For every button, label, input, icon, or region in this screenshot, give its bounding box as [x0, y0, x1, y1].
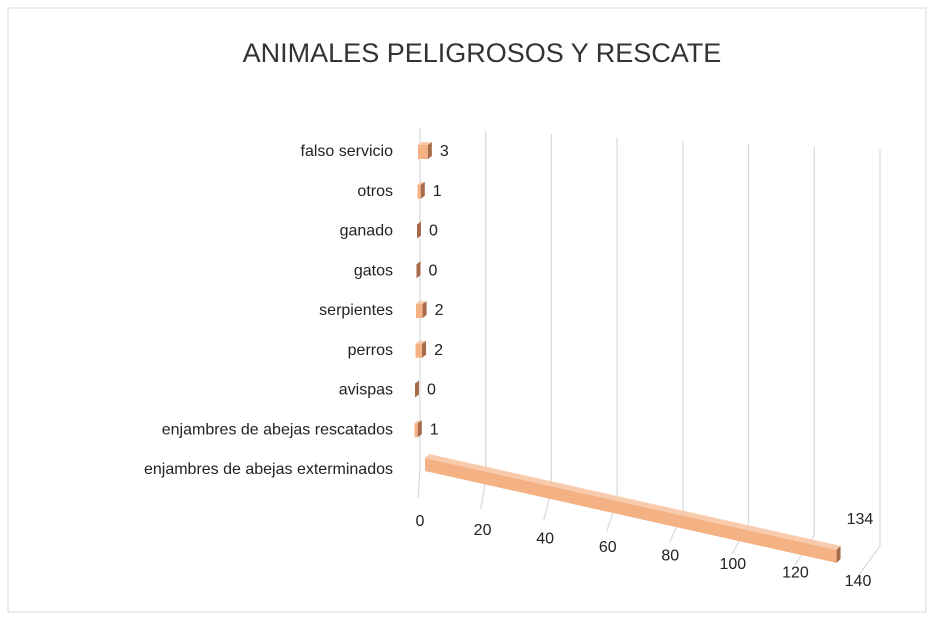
category-label: falso servicio [301, 143, 394, 160]
value-label: 0 [429, 223, 438, 240]
category-label: avispas [339, 382, 393, 399]
bar [415, 380, 419, 398]
category-label: perros [348, 342, 393, 359]
bar [416, 261, 421, 279]
bar-face [414, 420, 421, 424]
x-tick-label: 140 [845, 573, 872, 590]
bar-face [417, 420, 422, 438]
bar [414, 420, 422, 438]
bar-face [836, 545, 841, 563]
chart-title: ANIMALES PELIGROSOS Y RESCATE [243, 38, 722, 68]
bar-face [417, 181, 424, 185]
bar-face [425, 458, 837, 563]
value-label: 2 [434, 342, 443, 359]
grid-line [731, 143, 750, 555]
value-label: 2 [435, 302, 444, 319]
bar [417, 221, 421, 239]
grid-line [857, 150, 881, 577]
category-label: enjambres de abejas exterminados [144, 461, 393, 478]
bar-face [422, 340, 427, 358]
bar-face [415, 343, 423, 358]
bar-face [415, 380, 419, 398]
bar-face [415, 340, 426, 344]
value-label: 134 [847, 511, 874, 528]
x-tick-label: 120 [782, 565, 809, 582]
value-label: 0 [427, 382, 436, 399]
bar-face [425, 454, 841, 550]
bar-face [418, 145, 428, 159]
bar-face [418, 142, 431, 145]
x-tick-label: 20 [474, 522, 492, 539]
bar [417, 181, 425, 199]
x-tick-label: 0 [416, 513, 425, 530]
x-tick-label: 100 [720, 556, 747, 573]
x-tick-label: 40 [536, 530, 554, 547]
category-label: gatos [354, 262, 393, 279]
bar-face [416, 301, 426, 304]
value-label: 3 [440, 143, 449, 160]
bar [425, 454, 841, 563]
bar [418, 142, 432, 159]
value-label: 0 [429, 262, 438, 279]
category-label: otros [357, 183, 393, 200]
category-label: serpientes [319, 302, 393, 319]
chart-frame [7, 7, 927, 613]
x-tick-label: 60 [599, 539, 617, 556]
x-tick-label: 80 [661, 548, 679, 565]
bar-face [420, 181, 425, 199]
category-label: enjambres de abejas rescatados [162, 421, 393, 438]
grid-line [417, 128, 421, 499]
bar-face [422, 301, 427, 318]
bar-face [416, 261, 421, 279]
category-label: ganado [340, 223, 393, 240]
bar-face [417, 221, 421, 239]
bar [415, 340, 427, 358]
value-label: 1 [433, 183, 442, 200]
bar-face [417, 184, 421, 199]
bar-face [414, 423, 418, 438]
bar-face [427, 142, 432, 159]
value-label: 1 [430, 421, 439, 438]
bar [416, 301, 427, 318]
bar-face [416, 304, 423, 318]
